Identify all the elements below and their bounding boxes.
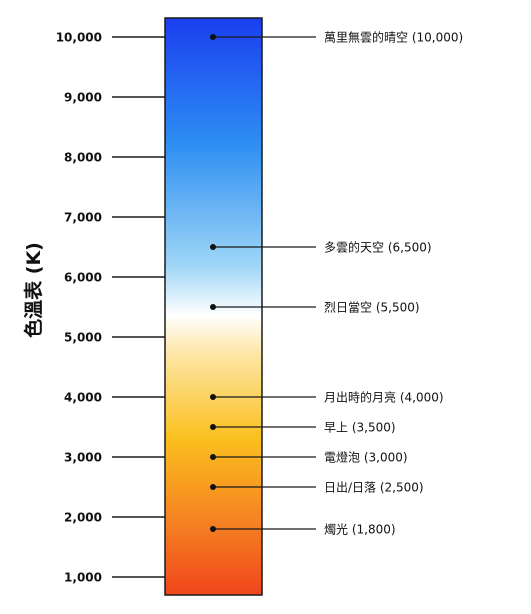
tick-label: 6,000 (64, 271, 102, 285)
marker-label: 烈日當空 (5,500) (324, 301, 420, 315)
marker-label: 電燈泡 (3,000) (324, 450, 408, 465)
marker-label: 多雲的天空 (6,500) (324, 240, 432, 255)
marker-dot (210, 424, 216, 430)
marker-label: 燭光 (1,800) (324, 523, 396, 537)
tick-label: 10,000 (56, 31, 102, 45)
tick-label: 4,000 (64, 391, 102, 405)
marker-dot (210, 244, 216, 250)
marker-label: 早上 (3,500) (324, 421, 396, 435)
marker-dot (210, 394, 216, 400)
tick-label: 3,000 (64, 451, 102, 465)
tick-label: 7,000 (64, 211, 102, 225)
marker-dot (210, 526, 216, 532)
marker-dot (210, 304, 216, 310)
tick-layer: 10,000 9,000 8,000 7,000 6,000 5,000 4,000 3,00… (56, 31, 165, 585)
tick-label: 5,000 (64, 331, 102, 345)
marker-label: 日出/日落 (2,500) (324, 481, 424, 495)
marker-layer: 萬里無雲的晴空 (10,000) 多雲的天空 (6,500) 烈日當空 (5,500… (210, 30, 463, 537)
marker-dot (210, 34, 216, 40)
marker-label: 月出時的月亮 (4,000) (324, 390, 444, 405)
axis-title: 色溫表 (K) (22, 242, 45, 338)
tick-label: 8,000 (64, 151, 102, 165)
marker-dot (210, 454, 216, 460)
tick-label: 9,000 (64, 91, 102, 105)
marker-dot (210, 484, 216, 490)
marker-label: 萬里無雲的晴空 (10,000) (324, 30, 463, 45)
tick-label: 2,000 (64, 511, 102, 525)
tick-label: 1,000 (64, 571, 102, 585)
